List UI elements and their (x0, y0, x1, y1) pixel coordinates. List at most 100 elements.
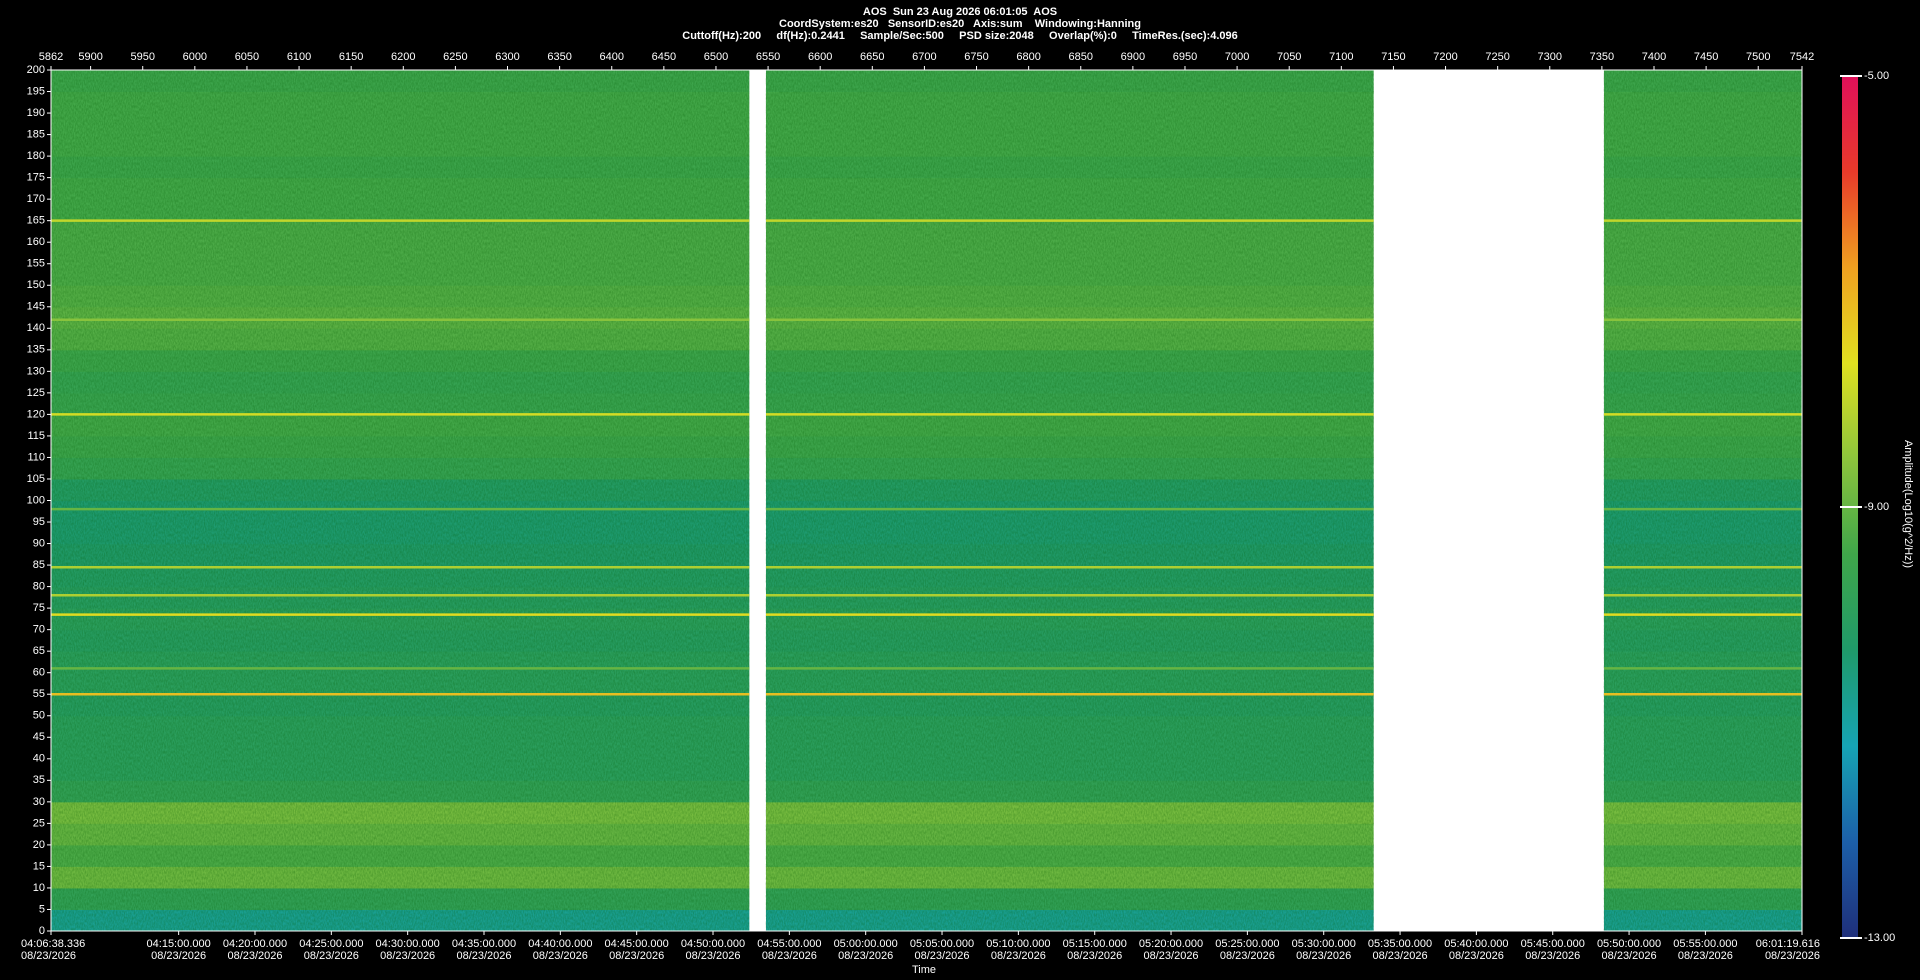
y-tick-label: 5 (39, 903, 45, 915)
x2-tick-label: 06:01:19.616 (1756, 938, 1820, 950)
y-tick-label: 45 (33, 731, 45, 743)
x2-tick-label: 05:50:00.000 (1597, 938, 1661, 950)
y-tick-label: 95 (33, 516, 45, 528)
x-tick-label: 7300 (1538, 51, 1562, 63)
x-tick-label: 6400 (599, 51, 623, 63)
x2-tick-date: 08/23/2026 (1602, 950, 1657, 962)
y-tick-label: 30 (33, 796, 45, 808)
x2-tick-label: 05:05:00.000 (910, 938, 974, 950)
x2-tick-label: 05:30:00.000 (1292, 938, 1356, 950)
y-tick-label: 150 (27, 279, 45, 291)
y-tick-label: 65 (33, 645, 45, 657)
x-tick-label: 6750 (964, 51, 988, 63)
x-tick-label: 5900 (78, 51, 102, 63)
x2-tick-label: 04:35:00.000 (452, 938, 516, 950)
y-tick-label: 35 (33, 774, 45, 786)
x2-tick-label: 05:45:00.000 (1521, 938, 1585, 950)
x2-tick-label: 04:30:00.000 (376, 938, 440, 950)
x-tick-label: 7250 (1485, 51, 1509, 63)
y-tick-label: 25 (33, 817, 45, 829)
x2-tick-date: 08/23/2026 (456, 950, 511, 962)
x2-tick-date: 08/23/2026 (151, 950, 206, 962)
y-tick-label: 135 (27, 344, 45, 356)
x2-tick-label: 05:55:00.000 (1673, 938, 1737, 950)
x2-tick-label: 04:55:00.000 (757, 938, 821, 950)
y-tick-label: 200 (27, 64, 45, 76)
y-tick-label: 50 (33, 710, 45, 722)
y-tick-label: 0 (39, 925, 45, 937)
x2-tick-date: 08/23/2026 (1067, 950, 1122, 962)
x-tick-label: 6100 (287, 51, 311, 63)
axes: 5862 5900 5950 6000 6050 6100 6150 6200 6250 6300… (21, 51, 1895, 962)
y-tick-label: 90 (33, 537, 45, 549)
x2-tick-label: 04:15:00.000 (147, 938, 211, 950)
x-tick-label: 6300 (495, 51, 519, 63)
title-line: CoordSystem:es20 SensorID:es20 Axis:sum … (779, 18, 1141, 30)
y-tick-label: 180 (27, 150, 45, 162)
title-line: AOS Sun 23 Aug 2026 06:01:05 AOS (863, 6, 1057, 18)
x2-tick-date: 08/23/2026 (21, 950, 76, 962)
noise-texture (765, 70, 1374, 931)
y-tick-label: 15 (33, 860, 45, 872)
y-tick-label: 80 (33, 581, 45, 593)
x2-tick-label: 05:40:00.000 (1444, 938, 1508, 950)
x-tick-label: 6600 (808, 51, 832, 63)
x-tick-label: 7000 (1225, 51, 1249, 63)
x2-tick-label: 05:20:00.000 (1139, 938, 1203, 950)
y-tick-label: 115 (27, 430, 45, 442)
y-tick-label: 185 (27, 128, 45, 140)
x-tick-label: 7542 (1790, 51, 1814, 63)
x2-tick-date: 08/23/2026 (685, 950, 740, 962)
x2-tick-date: 08/23/2026 (1144, 950, 1199, 962)
x-tick-label: 6700 (912, 51, 936, 63)
x2-tick-date: 08/23/2026 (838, 950, 893, 962)
y-tick-label: 160 (27, 236, 45, 248)
title-line: Cuttoff(Hz):200 df(Hz):0.2441 Sample/Sec… (682, 30, 1238, 42)
y-tick-label: 55 (33, 688, 45, 700)
x-tick-label: 7350 (1590, 51, 1614, 63)
x-tick-label: 7200 (1433, 51, 1457, 63)
colorbar-tick-label: -5.00 (1864, 70, 1889, 82)
y-tick-label: 125 (27, 387, 45, 399)
x-tick-label: 6250 (443, 51, 467, 63)
y-tick-label: 165 (27, 215, 45, 227)
x-tick-label: 6450 (652, 51, 676, 63)
y-tick-label: 60 (33, 667, 45, 679)
x-tick-label: 6550 (756, 51, 780, 63)
x2-tick-label: 04:40:00.000 (528, 938, 592, 950)
x2-tick-date: 08/23/2026 (1678, 950, 1733, 962)
colorbar-tick-label: -9.00 (1864, 501, 1889, 513)
x-tick-label: 6850 (1069, 51, 1093, 63)
x-tick-label: 6050 (235, 51, 259, 63)
x-tick-label: 6350 (547, 51, 571, 63)
y-tick-label: 70 (33, 624, 45, 636)
x2-tick-date: 08/23/2026 (991, 950, 1046, 962)
x-tick-label: 6800 (1016, 51, 1040, 63)
x-tick-label: 6000 (183, 51, 207, 63)
x2-tick-label: 05:10:00.000 (986, 938, 1050, 950)
x2-tick-label: 05:25:00.000 (1215, 938, 1279, 950)
y-tick-label: 10 (33, 882, 45, 894)
x2-tick-date: 08/23/2026 (762, 950, 817, 962)
y-tick-label: 40 (33, 753, 45, 765)
noise-texture (1603, 70, 1802, 931)
x2-tick-date: 08/23/2026 (380, 950, 435, 962)
x2-tick-date: 08/23/2026 (533, 950, 588, 962)
noise-texture (51, 70, 750, 931)
colorbar-label: Amplitude(Log10(g^2/Hz)) (1902, 440, 1914, 568)
x-tick-label: 6900 (1121, 51, 1145, 63)
x2-tick-label: 05:35:00.000 (1368, 938, 1432, 950)
x-tick-label: 6150 (339, 51, 363, 63)
y-tick-label: 190 (27, 107, 45, 119)
x-tick-label: 7500 (1746, 51, 1770, 63)
x-tick-label: 7050 (1277, 51, 1301, 63)
y-tick-label: 140 (27, 322, 45, 334)
y-tick-label: 145 (27, 301, 45, 313)
x2-tick-label: 05:15:00.000 (1063, 938, 1127, 950)
x2-tick-label: 04:45:00.000 (605, 938, 669, 950)
y-tick-label: 110 (27, 451, 45, 463)
y-tick-label: 120 (27, 408, 45, 420)
x2-tick-label: 04:50:00.000 (681, 938, 745, 950)
x2-tick-date: 08/23/2026 (1220, 950, 1275, 962)
x2-tick-date: 08/23/2026 (304, 950, 359, 962)
